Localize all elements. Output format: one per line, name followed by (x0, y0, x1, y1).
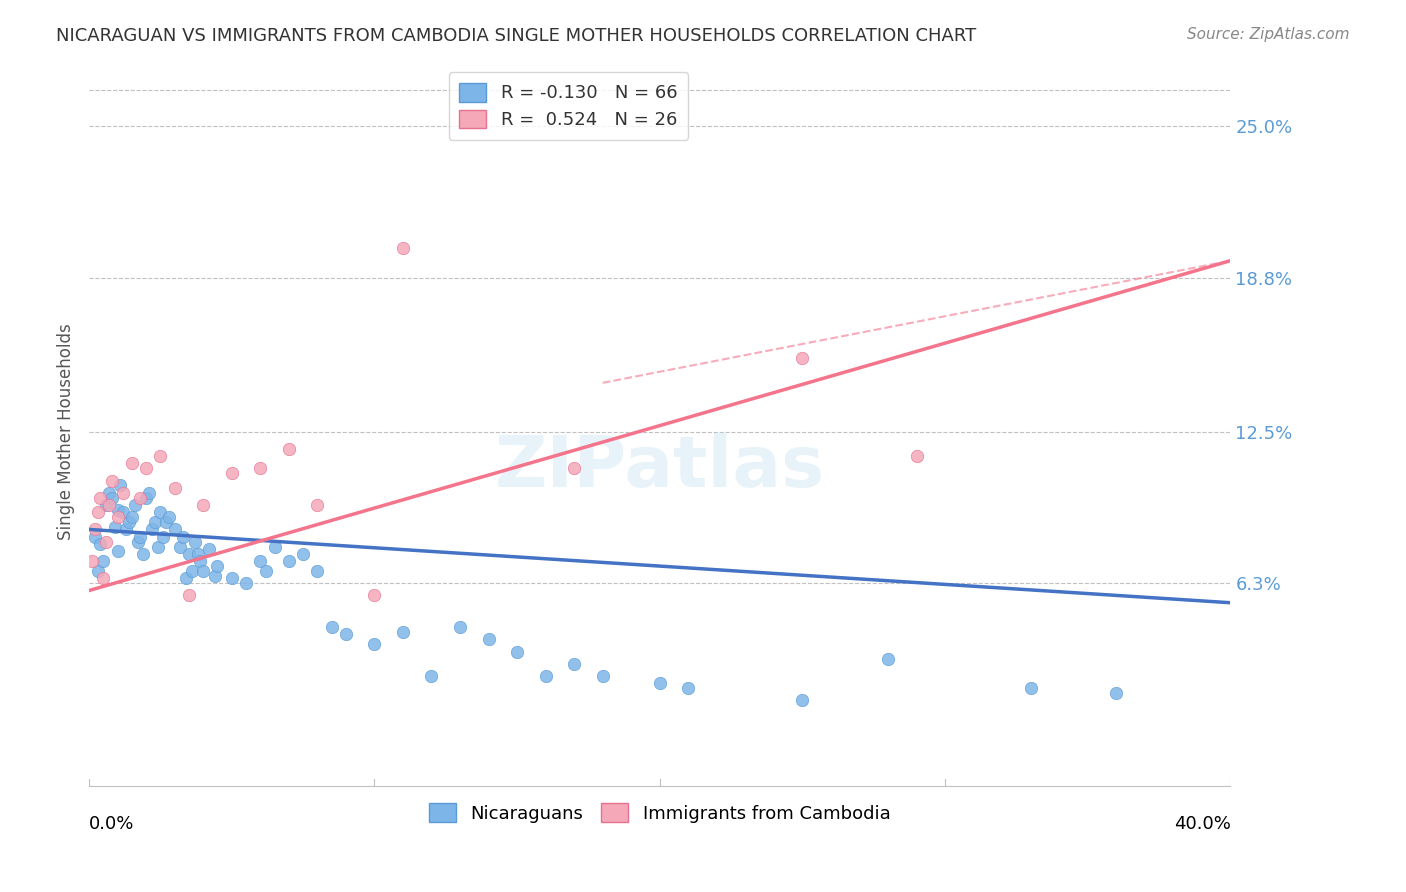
Point (149, 449, 172, 463)
Point (198, 541, 221, 556)
Point (420, 669, 443, 683)
Point (174, 571, 197, 585)
Point (98, 485, 121, 500)
Text: ZIPatlas: ZIPatlas (495, 433, 825, 501)
Point (132, 547, 155, 561)
Point (190, 554, 212, 568)
Point (905, 449, 928, 463)
Point (221, 467, 243, 481)
Point (678, 681, 700, 696)
Point (138, 485, 160, 500)
Point (149, 505, 172, 519)
Point (307, 564, 329, 578)
Point (124, 498, 146, 512)
Point (107, 503, 129, 517)
Y-axis label: Single Mother Households: Single Mother Households (58, 323, 75, 540)
Point (169, 540, 191, 554)
Point (263, 540, 285, 554)
Point (180, 564, 202, 578)
Point (449, 620, 471, 634)
Point (235, 576, 257, 591)
Point (307, 498, 329, 512)
Text: 40.0%: 40.0% (1174, 815, 1230, 833)
Point (98, 498, 121, 512)
Point (877, 652, 900, 666)
Point (534, 669, 557, 683)
Text: Source: ZipAtlas.com: Source: ZipAtlas.com (1187, 27, 1350, 42)
Point (83, 523, 105, 537)
Point (249, 554, 271, 568)
Point (86, 505, 108, 519)
Point (83, 530, 105, 544)
Point (163, 523, 186, 537)
Point (121, 457, 143, 471)
Point (104, 520, 127, 534)
Point (172, 530, 194, 544)
Point (392, 242, 415, 256)
Point (141, 523, 163, 537)
Point (335, 627, 357, 641)
Point (207, 559, 229, 574)
Point (292, 547, 315, 561)
Point (1105, 686, 1128, 700)
Point (115, 523, 138, 537)
Point (129, 530, 152, 544)
Point (129, 491, 152, 505)
Text: 0.0%: 0.0% (89, 815, 135, 833)
Point (506, 644, 529, 658)
Point (254, 564, 277, 578)
Point (101, 491, 124, 505)
Point (143, 515, 166, 529)
Point (135, 461, 157, 475)
Point (1019, 681, 1042, 696)
Point (101, 474, 124, 488)
Legend: Nicaraguans, Immigrants from Cambodia: Nicaraguans, Immigrants from Cambodia (418, 793, 901, 834)
Point (121, 510, 143, 524)
Point (363, 588, 385, 602)
Point (277, 442, 299, 456)
Point (648, 676, 671, 690)
Text: NICARAGUAN VS IMMIGRANTS FROM CAMBODIA SINGLE MOTHER HOUSEHOLDS CORRELATION CHAR: NICARAGUAN VS IMMIGRANTS FROM CAMBODIA S… (56, 27, 977, 45)
Point (155, 515, 177, 529)
Point (152, 530, 174, 544)
Point (186, 547, 208, 561)
Point (177, 588, 200, 602)
Point (96, 498, 118, 512)
Point (204, 569, 226, 583)
Point (127, 534, 149, 549)
Point (562, 657, 585, 671)
Point (792, 351, 814, 366)
Point (183, 534, 205, 549)
Point (163, 481, 186, 495)
Point (146, 540, 169, 554)
Point (277, 554, 299, 568)
Point (392, 625, 415, 640)
Point (221, 571, 243, 585)
Point (112, 485, 135, 500)
Point (96, 534, 118, 549)
Point (112, 505, 135, 519)
Point (86, 564, 108, 578)
Point (89, 537, 111, 551)
Point (107, 544, 129, 558)
Point (80, 554, 103, 568)
Point (193, 498, 215, 512)
Point (177, 547, 200, 561)
Point (363, 637, 385, 651)
Point (89, 491, 111, 505)
Point (592, 669, 614, 683)
Point (91, 571, 114, 585)
Point (107, 510, 129, 524)
Point (792, 693, 814, 707)
Point (562, 461, 585, 475)
Point (91, 554, 114, 568)
Point (135, 491, 157, 505)
Point (321, 620, 343, 634)
Point (110, 478, 132, 492)
Point (249, 461, 271, 475)
Point (118, 515, 141, 529)
Point (477, 632, 499, 647)
Point (193, 564, 215, 578)
Point (157, 510, 180, 524)
